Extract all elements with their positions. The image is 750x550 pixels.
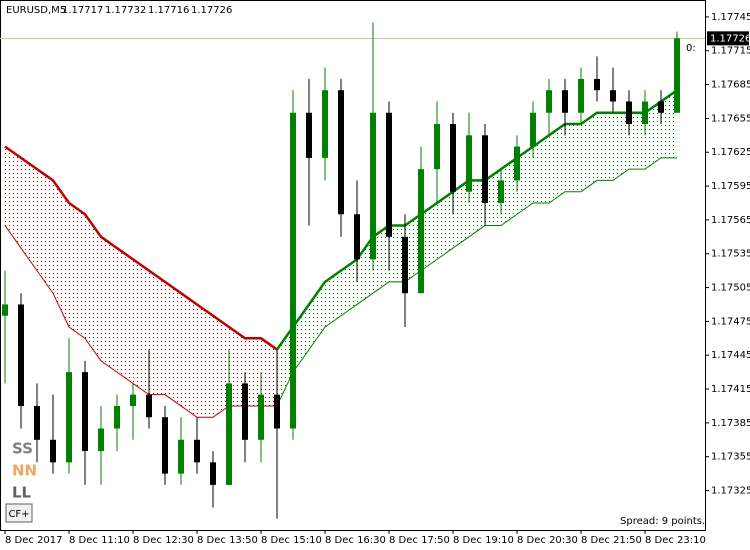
x-tick-label: 8 Dec 11:10: [69, 535, 130, 546]
candle-body: [626, 101, 632, 125]
y-tick-label: 1.17595: [711, 181, 750, 192]
candle-body: [610, 90, 616, 102]
candle-body: [514, 146, 520, 181]
candle-body: [450, 124, 456, 192]
symbol: EURUSD,M5: [6, 5, 66, 16]
header-price: 1.17716: [148, 5, 189, 16]
x-tick-label: 8 Dec 2017: [5, 535, 63, 546]
header-price: 1.17717: [62, 5, 103, 16]
candle-body: [130, 394, 136, 406]
x-tick-label: 8 Dec 16:30: [325, 535, 386, 546]
y-tick-label: 1.17655: [711, 113, 750, 124]
candle-body: [34, 405, 40, 440]
candle-body: [674, 38, 680, 113]
candle-body: [658, 101, 664, 113]
candle-body: [546, 90, 552, 113]
candle-body: [466, 135, 472, 192]
candle-body: [402, 236, 408, 294]
band-lower: [276, 157, 677, 407]
candle-body: [210, 462, 216, 485]
candle-body: [18, 304, 24, 406]
y-tick-label: 1.17715: [711, 46, 750, 57]
candle-body: [386, 112, 392, 237]
candle-body: [530, 112, 536, 147]
y-tick-label: 1.17415: [711, 384, 750, 395]
candle-body: [562, 90, 568, 113]
x-tick-label: 8 Dec 12:30: [133, 535, 194, 546]
candle-body: [322, 90, 328, 158]
price-tag: [707, 31, 749, 46]
y-tick-label: 1.17445: [711, 350, 750, 361]
cf-button[interactable]: CF+: [5, 503, 33, 523]
spread: Spread: 9 points.: [620, 516, 705, 527]
band-upper: [4, 145, 278, 351]
candle-body: [434, 124, 440, 170]
candle-body: [274, 394, 280, 429]
y-tick-label: 1.17685: [711, 80, 750, 91]
candle-body: [114, 405, 120, 429]
band-fill: [277, 90, 677, 406]
candle-body: [258, 394, 264, 440]
x-tick-label: 8 Dec 17:50: [389, 535, 450, 546]
y-tick-label: 1.17745: [711, 12, 750, 23]
candle-body: [354, 214, 360, 260]
candle-body: [306, 112, 312, 158]
candle-body: [146, 394, 152, 418]
candle-body: [98, 428, 104, 452]
price-tag-label: 1.17726: [710, 33, 750, 44]
indicator-label: SS: [12, 440, 33, 458]
band-upper: [275, 89, 678, 351]
x-tick-label: 8 Dec 23:10: [645, 535, 706, 546]
candle-body: [498, 180, 504, 203]
candle-body: [370, 112, 376, 260]
candle-body: [82, 372, 88, 452]
candle-body: [2, 304, 8, 316]
shift-label: 0:: [686, 43, 696, 54]
y-tick-label: 1.17565: [711, 215, 750, 226]
band-fill: [5, 146, 277, 418]
x-tick-label: 8 Dec 19:10: [453, 535, 514, 546]
x-tick-label: 8 Dec 20:30: [517, 535, 578, 546]
candle-body: [338, 90, 344, 215]
button-box[interactable]: [5, 503, 33, 523]
button-label[interactable]: CF+: [8, 509, 29, 520]
y-tick-label: 1.17325: [711, 486, 750, 497]
indicator-label: NN: [12, 462, 37, 480]
y-tick-label: 1.17535: [711, 249, 750, 260]
candle-body: [226, 383, 232, 485]
y-tick-label: 1.17355: [711, 452, 750, 463]
candle-body: [594, 78, 600, 91]
candle-body: [178, 439, 184, 474]
candle-body: [194, 439, 200, 463]
candle-body: [578, 78, 584, 113]
y-tick-label: 1.17505: [711, 283, 750, 294]
y-tick-label: 1.17385: [711, 418, 750, 429]
candle-body: [242, 383, 248, 440]
candle-body: [162, 417, 168, 474]
x-tick-label: 8 Dec 21:50: [581, 535, 642, 546]
candle-body: [482, 135, 488, 203]
y-tick-label: 1.17475: [711, 316, 750, 327]
candle-body: [418, 169, 424, 294]
indicator-label: LL: [12, 484, 32, 502]
x-tick-label: 8 Dec 13:50: [197, 535, 258, 546]
header-price: 1.17732: [105, 5, 146, 16]
candle-body: [290, 112, 296, 429]
x-tick-label: 8 Dec 15:10: [261, 535, 322, 546]
candle-body: [66, 372, 72, 463]
candle-body: [642, 101, 648, 125]
header-price: 1.17726: [191, 5, 232, 16]
y-tick-label: 1.17625: [711, 147, 750, 158]
candle-body: [50, 439, 56, 463]
